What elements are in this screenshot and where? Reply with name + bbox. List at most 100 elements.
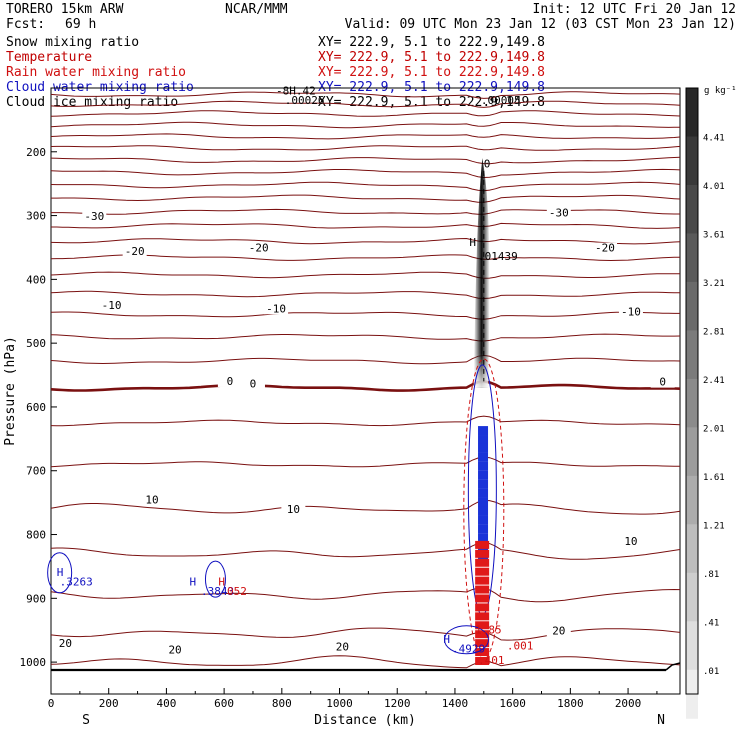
rain-core — [475, 585, 490, 594]
annotation-label: .4929 — [452, 643, 485, 656]
valid-time: Valid: 09 UTC Mon 23 Jan 12 (03 CST Mon … — [345, 17, 736, 32]
isotherm-line — [50, 271, 681, 279]
cloud-water-core — [478, 506, 489, 516]
annotation-label: 1.85 — [475, 623, 502, 636]
annotation-label: 052 — [227, 585, 247, 598]
temp-label--20: -20 — [249, 242, 269, 255]
annotation-label: H — [218, 576, 225, 589]
isotherm-line — [50, 290, 681, 300]
colorbar-swatch — [686, 427, 698, 477]
isotherm-line — [50, 110, 681, 117]
temp-label-bg — [240, 378, 265, 390]
temperature-contours — [50, 91, 681, 669]
y-tick-label-1000: 1000 — [20, 656, 47, 669]
temp-label-20: 20 — [59, 637, 72, 650]
x-tick-label-0: 0 — [48, 697, 55, 710]
y-tick-label-300: 300 — [26, 210, 46, 223]
y-tick-label-400: 400 — [26, 273, 46, 286]
temp-label-0: 0 — [659, 376, 666, 389]
x-end-label-south: S — [82, 713, 90, 728]
y-tick-label-200: 200 — [26, 146, 46, 159]
isotherm-line — [50, 415, 681, 427]
annotation-label: H — [57, 566, 64, 579]
colorbar-label: 2.01 — [703, 424, 725, 434]
temp-label-bg — [99, 300, 124, 312]
plot-frame — [50, 87, 681, 695]
rain-core — [475, 576, 490, 585]
y-tick-label-600: 600 — [26, 401, 46, 414]
isotherm-zero — [50, 380, 681, 392]
colorbar-swatch — [686, 378, 698, 428]
cloud-water-core — [478, 426, 489, 436]
y-axis-label: Pressure (hPa) — [3, 336, 18, 446]
y-tick-label-800: 800 — [26, 529, 46, 542]
field-list: Snow mixing ratio XY= 222.9, 5.1 to 222.… — [6, 35, 545, 110]
colorbar-label: .41 — [703, 618, 719, 628]
temp-label--10: -10 — [266, 302, 286, 315]
annotation-label: .00026 — [285, 94, 325, 107]
field-xy-rain: XY= 222.9, 5.1 to 222.9,149.8 — [318, 65, 545, 80]
rain-core — [475, 603, 490, 612]
colorbar-swatch — [686, 572, 698, 622]
rain-core — [475, 648, 490, 657]
temp-label-20: 20 — [336, 640, 349, 653]
temp-label--10: -10 — [621, 305, 641, 318]
colorbar-swatch — [686, 281, 698, 331]
x-tick-label-1000: 1000 — [326, 697, 353, 710]
x-end-label-north: N — [657, 713, 665, 728]
temp-label-bg — [53, 638, 78, 650]
temp-label-bg — [163, 644, 188, 656]
cloud-water-core — [478, 533, 489, 543]
x-tick-label-800: 800 — [272, 697, 292, 710]
temp-label--30: -30 — [84, 210, 104, 223]
cloud-water-core — [478, 443, 489, 453]
field-xy-temperature: XY= 222.9, 5.1 to 222.9,149.8 — [318, 50, 545, 65]
temp-label-20: 20 — [552, 624, 565, 637]
rain-outer — [463, 358, 505, 660]
isotherm-line — [50, 499, 681, 515]
colorbar-label: 4.01 — [703, 182, 725, 192]
rain-core — [475, 630, 490, 639]
y-tick-label-900: 900 — [26, 592, 46, 605]
field-xy-snow: XY= 222.9, 5.1 to 222.9,149.8 — [318, 35, 545, 50]
init-time: Init: 12 UTC Fri 20 Jan 12 — [533, 2, 737, 17]
temp-label-10: 10 — [287, 503, 300, 516]
rain-core — [475, 567, 490, 576]
temp-label-20: 20 — [168, 644, 181, 657]
org-label: NCAR/MMM — [225, 2, 288, 17]
temp-label--30: -30 — [549, 207, 569, 220]
snow-plume-fade — [473, 158, 490, 388]
cloud-water-low — [443, 625, 489, 655]
temp-label--20: -20 — [595, 242, 615, 255]
isotherm-line — [50, 133, 681, 140]
temp-label-10: 10 — [145, 494, 158, 507]
annotation-label: H — [469, 236, 476, 249]
colorbar-label: 2.81 — [703, 327, 725, 337]
cloud-water-core — [478, 524, 489, 534]
temp-label-bg — [546, 625, 571, 637]
temp-label-bg — [246, 242, 271, 254]
colorbar-swatch — [686, 136, 698, 186]
x-tick-label-1600: 1600 — [499, 697, 526, 710]
annotation-label: -8H.42 — [276, 84, 316, 97]
x-tick-label-1200: 1200 — [384, 697, 411, 710]
temp-label--10: -10 — [102, 299, 122, 312]
temp-label-bg — [82, 210, 107, 222]
isotherm-line — [50, 542, 681, 560]
temp-label-bg — [592, 242, 617, 254]
isotherm-line — [50, 181, 681, 192]
temp-label-10: 10 — [624, 535, 637, 548]
cloud-water-core — [478, 452, 489, 462]
cloud-water-core — [478, 470, 489, 480]
cloud-water-core — [478, 435, 489, 445]
isotherm-line — [50, 145, 681, 151]
x-tick-label-600: 600 — [214, 697, 234, 710]
cloud-water-core — [478, 515, 489, 525]
rain-core — [475, 612, 490, 621]
axes: 0 200 400 600 800 1000 1200 1400 1600 1800 2000200… — [20, 146, 658, 710]
colorbar-swatch — [686, 621, 698, 671]
temp-label-0: 0 — [227, 375, 234, 388]
colorbar-label: 4.41 — [703, 133, 725, 143]
annotation-label: .001 — [507, 639, 534, 652]
